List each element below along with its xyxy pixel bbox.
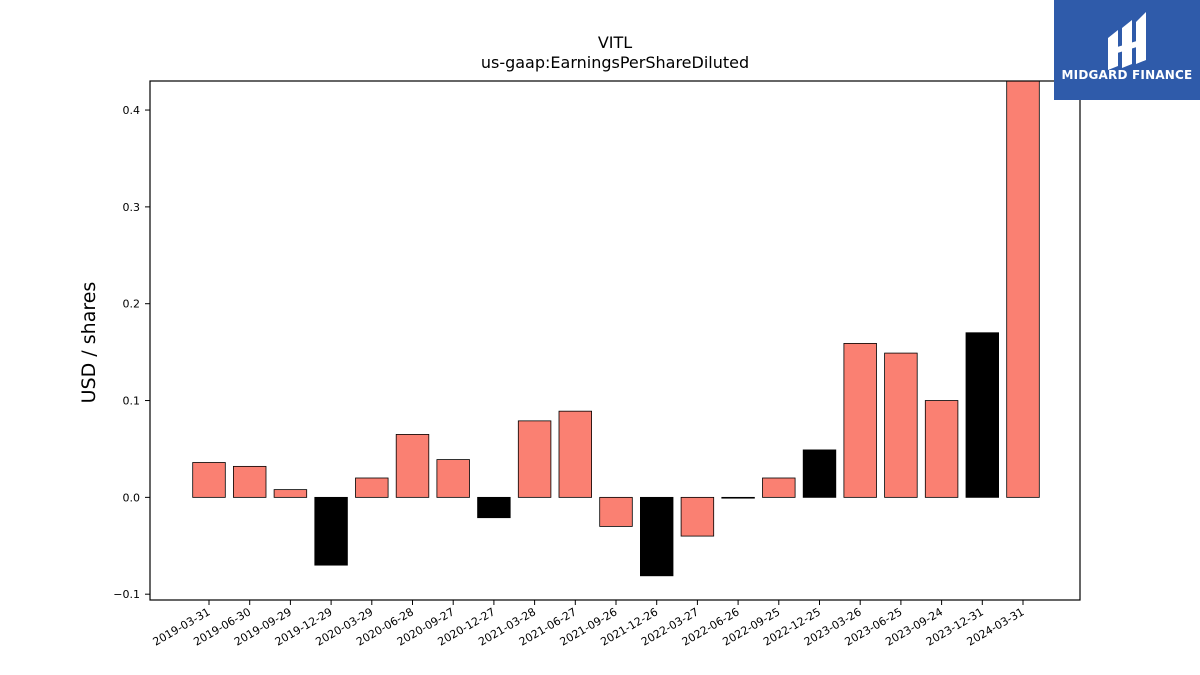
y-tick-label: −0.1 (113, 588, 140, 601)
bar (843, 342, 877, 498)
brand-mark-icon (1108, 12, 1146, 70)
bar (232, 465, 267, 498)
bar (599, 496, 633, 527)
brand-logo: MIDGARD FINANCE (1054, 0, 1200, 100)
y-axis-label: USD / shares (78, 282, 100, 404)
plot-frame (149, 80, 1081, 601)
bar (395, 434, 430, 498)
bar (192, 462, 226, 498)
chart-subtitle: us-gaap:EarningsPerShareDiluted (480, 53, 750, 72)
bar (436, 459, 470, 498)
bar (273, 489, 308, 498)
y-tick-label: 0.1 (123, 395, 141, 408)
bar (314, 496, 348, 566)
bar (884, 352, 918, 498)
bar (965, 332, 999, 498)
bar (802, 449, 837, 498)
y-tick-label: 0.2 (123, 298, 141, 311)
bar (924, 400, 959, 498)
bar (477, 496, 511, 519)
brand-logo-text: MIDGARD FINANCE (1061, 68, 1193, 82)
bar (762, 477, 796, 498)
y-tick-label: 0.4 (123, 104, 141, 117)
chart-title: VITL (597, 33, 633, 52)
bar (355, 477, 389, 498)
bar (721, 496, 755, 499)
bar (680, 496, 715, 537)
y-tick-label: 0.3 (123, 201, 141, 214)
bar (640, 496, 674, 577)
y-tick-label: 0.0 (123, 491, 141, 504)
bar (1006, 80, 1040, 498)
bar (517, 420, 552, 498)
bar (558, 410, 592, 498)
